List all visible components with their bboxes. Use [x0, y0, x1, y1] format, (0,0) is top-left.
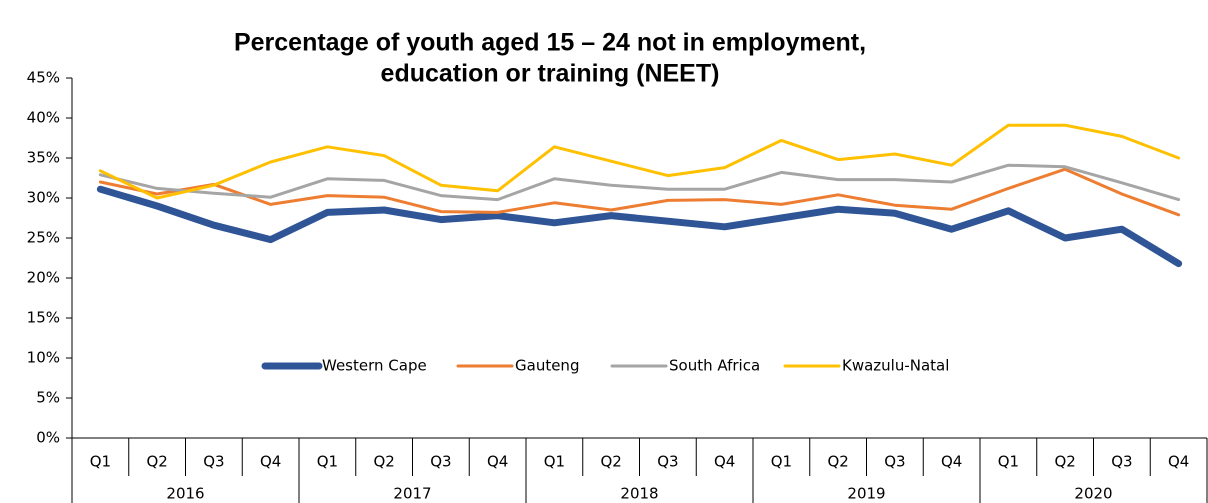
legend-label: Kwazulu-Natal	[842, 357, 949, 375]
year-label: 2016	[166, 485, 204, 503]
x-tick-label: Q2	[600, 453, 621, 471]
x-tick-label: Q3	[203, 453, 224, 471]
x-tick-label: Q4	[941, 453, 962, 471]
x-tick-label: Q1	[998, 453, 1019, 471]
y-tick-label: 35%	[27, 149, 60, 167]
x-tick-label: Q1	[771, 453, 792, 471]
x-tick-label: Q3	[884, 453, 905, 471]
y-tick-label: 45%	[27, 69, 60, 87]
series-line	[96, 185, 1183, 268]
series-line	[98, 163, 1181, 202]
x-tick-label: Q2	[373, 453, 394, 471]
chart-title: Percentage of youth aged 15 – 24 not in …	[234, 29, 866, 57]
y-tick-label: 0%	[36, 429, 60, 447]
series-line	[98, 123, 1181, 200]
x-tick-label: Q2	[146, 453, 167, 471]
year-label: 2020	[1074, 485, 1112, 503]
year-label: 2019	[847, 485, 885, 503]
y-tick-label: 30%	[27, 189, 60, 207]
y-tick-label: 25%	[27, 229, 60, 247]
y-tick-label: 20%	[27, 269, 60, 287]
x-tick-label: Q3	[657, 453, 678, 471]
x-tick-label: Q3	[1111, 453, 1132, 471]
x-tick-label: Q4	[260, 453, 281, 471]
legend-label: Gauteng	[515, 357, 579, 375]
y-tick-label: 15%	[27, 309, 60, 327]
legend-label: South Africa	[669, 357, 760, 375]
x-tick-label: Q2	[1054, 453, 1075, 471]
x-tick-label: Q3	[430, 453, 451, 471]
legend-label: Western Cape	[322, 357, 427, 375]
x-tick-label: Q1	[90, 453, 111, 471]
x-tick-label: Q2	[827, 453, 848, 471]
chart-title: education or training (NEET)	[381, 60, 720, 88]
x-tick-label: Q4	[487, 453, 508, 471]
y-tick-label: 10%	[27, 349, 60, 367]
x-tick-label: Q1	[317, 453, 338, 471]
x-tick-label: Q4	[714, 453, 735, 471]
year-label: 2017	[393, 485, 431, 503]
x-tick-label: Q1	[544, 453, 565, 471]
y-tick-label: 40%	[27, 109, 60, 127]
series-line	[98, 167, 1181, 217]
x-tick-label: Q4	[1168, 453, 1189, 471]
year-label: 2018	[620, 485, 658, 503]
y-tick-label: 5%	[36, 389, 60, 407]
